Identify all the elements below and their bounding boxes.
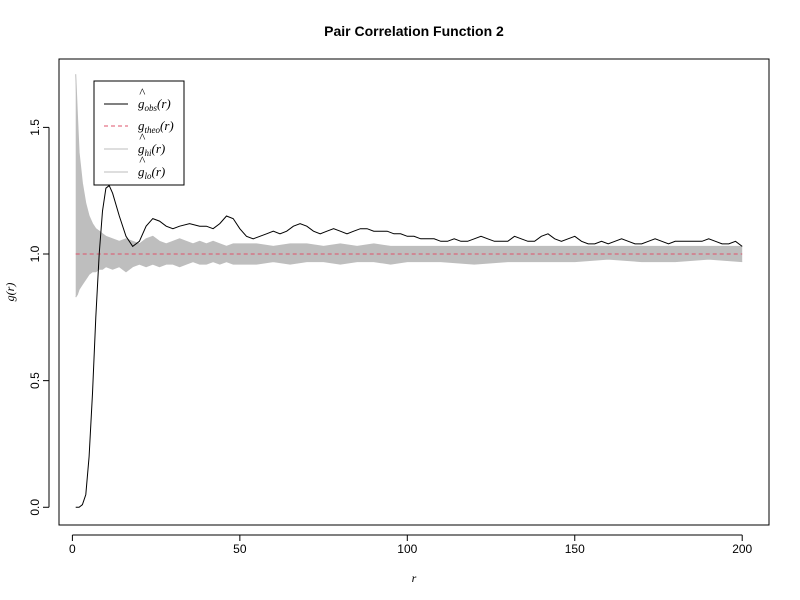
y-axis: 0.0 0.5 1.0 1.5 [28,119,50,516]
envelope-band [75,74,743,298]
series-hi-line [75,74,743,247]
legend-hat-hi: ^ [139,130,146,145]
legend-hat-lo: ^ [139,153,146,168]
chart-title: Pair Correlation Function 2 [324,23,504,39]
y-axis-label: g(r) [3,283,17,302]
y-tick-label: 1.0 [28,245,42,262]
x-axis: 0 50 100 150 200 [69,534,753,556]
legend-label-theo: gtheo(r) [138,118,174,135]
legend-label-obs: gobs(r) [138,96,171,113]
legend-label-lo: glo(r) [138,164,165,181]
legend-label-hi: ghi(r) [138,141,165,158]
legend-box [93,80,185,186]
x-tick-label: 150 [565,542,585,556]
obs-layer [75,184,743,508]
series-obs-line [75,184,743,508]
x-tick-label: 50 [233,542,247,556]
x-tick-label: 0 [69,542,76,556]
x-tick-label: 100 [397,542,417,556]
x-tick-label: 200 [732,542,752,556]
y-tick-label: 0.5 [28,372,42,389]
y-tick-label: 0.0 [28,499,42,516]
legend-hat-obs: ^ [139,85,146,100]
x-axis-label: r [412,571,417,585]
plot-frame [58,58,770,526]
envelope-layer [75,74,743,298]
series-lo-line [75,258,743,298]
y-tick-label: 1.5 [28,119,42,136]
legend: gobs(r)^gtheo(r)ghi(r)^glo(r)^ [93,80,185,186]
